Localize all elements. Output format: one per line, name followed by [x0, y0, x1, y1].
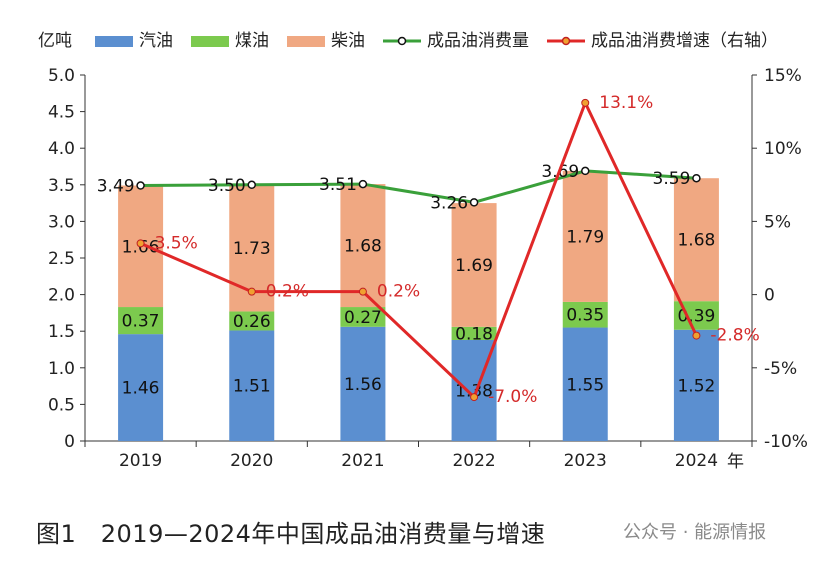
bar-柴油-2023: [562, 170, 608, 302]
watermark-text: 公众号 · 能源情报: [623, 522, 767, 543]
x-tick-label-2019: 2019: [119, 451, 162, 471]
bar-label-汽油-2020: 1.51: [233, 377, 271, 397]
legend-swatch-煤油: [191, 36, 229, 47]
y-tick-label: 5.0: [48, 66, 75, 86]
growth-point-2021: [358, 287, 367, 296]
bar-煤油-2021: [340, 307, 386, 327]
legend-marker-成品油消费增速（右轴）: [561, 36, 571, 46]
bar-label-柴油-2020: 1.73: [233, 239, 271, 259]
bar-label-煤油-2021: 0.27: [344, 308, 382, 328]
consumption-point-2021: [358, 179, 368, 189]
legend-label-煤油: 煤油: [235, 31, 269, 51]
bar-label-汽油-2023: 1.55: [566, 375, 604, 395]
y2-tick-label: 5%: [764, 212, 791, 232]
x-tick-label-2021: 2021: [341, 451, 384, 471]
consumption-label-2022: 3.26: [430, 193, 468, 213]
legend-label-成品油消费量: 成品油消费量: [427, 31, 529, 51]
bar-label-煤油-2022: 0.18: [455, 324, 493, 344]
y-axis-unit-label: 亿吨: [38, 31, 72, 51]
y-tick-label: 4.0: [48, 139, 75, 159]
growth-label-2023: 13.1%: [599, 93, 653, 113]
bar-label-柴油-2021: 1.68: [344, 237, 382, 257]
y2-tick-label: 10%: [764, 139, 802, 159]
figure-caption: 图1 2019—2024年中国成品油消费量与增速: [36, 520, 546, 548]
bar-label-柴油-2023: 1.79: [566, 227, 604, 247]
y-tick-label: 0: [64, 432, 75, 452]
bar-label-煤油-2019: 0.37: [122, 312, 160, 332]
legend-label-柴油: 柴油: [331, 31, 365, 51]
legend-marker-成品油消费量: [397, 36, 407, 46]
y-tick-label: 2.0: [48, 286, 75, 306]
growth-point-2024: [692, 331, 701, 340]
bar-汽油-2023: [562, 327, 608, 441]
bar-煤油-2023: [562, 301, 608, 328]
y-tick-label: 4.5: [48, 103, 75, 123]
bar-煤油-2020: [229, 311, 275, 331]
legend-label-成品油消费增速（右轴）: 成品油消费增速（右轴）: [591, 31, 778, 51]
legend-swatch-柴油: [287, 36, 325, 47]
growth-label-2024: -2.8%: [710, 326, 759, 346]
legend-swatch-汽油: [95, 36, 133, 47]
y-tick-label: 2.5: [48, 249, 75, 269]
bar-煤油-2019: [118, 307, 164, 335]
bar-label-柴油-2024: 1.68: [677, 231, 715, 251]
consumption-label-2019: 3.49: [97, 177, 135, 197]
growth-label-2021: 0.2%: [377, 282, 420, 302]
consumption-point-2022: [469, 198, 479, 207]
x-tick-label-2022: 2022: [452, 451, 495, 471]
bar-柴油-2021: [340, 184, 386, 308]
growth-point-2020: [247, 287, 256, 296]
consumption-label-2021: 3.51: [319, 175, 357, 195]
bar-柴油-2022: [451, 203, 497, 327]
y-tick-label: 1.0: [48, 359, 75, 379]
growth-point-2023: [581, 98, 590, 107]
y2-tick-label: -10%: [764, 432, 808, 452]
bar-label-汽油-2024: 1.52: [677, 376, 715, 396]
consumption-line: [140, 169, 697, 204]
consumption-point-2024: [692, 173, 701, 183]
y2-tick-label: 0: [764, 286, 775, 306]
legend-label-汽油: 汽油: [139, 31, 173, 51]
x-tick-label-2023: 2023: [564, 451, 607, 471]
bar-煤油-2022: [451, 326, 497, 340]
bar-label-煤油-2024: 0.39: [677, 306, 715, 326]
consumption-point-2019: [136, 181, 145, 190]
consumption-label-2020: 3.50: [208, 176, 246, 196]
growth-label-2022: -7.0%: [488, 387, 537, 407]
growth-line: [139, 98, 698, 400]
consumption-point-2020: [247, 180, 256, 190]
bar-汽油-2019: [118, 334, 164, 441]
y2-tick-label: 15%: [764, 66, 802, 86]
y-tick-label: 3.0: [48, 212, 75, 232]
growth-point-2022: [470, 393, 479, 402]
y2-tick-label: -5%: [764, 359, 797, 379]
bar-label-汽油-2021: 1.56: [344, 375, 382, 395]
y-tick-label: 0.5: [48, 395, 75, 415]
x-tick-label-2020: 2020: [230, 451, 273, 471]
stacked-bar-line-chart: 5.0 4.5 4.0 3.5 3.0 2.5 2.0 1.5 1.0 0.5 0 15% 10% 5% 0…: [38, 31, 808, 472]
bar-柴油-2024: [673, 178, 719, 302]
growth-label-2019: 3.5%: [155, 233, 198, 253]
bar-label-煤油-2020: 0.26: [233, 312, 271, 332]
growth-point-2019: [136, 239, 145, 248]
consumption-label-2024: 3.59: [653, 169, 691, 189]
bar-label-煤油-2023: 0.35: [566, 306, 604, 326]
growth-label-2020: 0.2%: [266, 282, 309, 302]
x-tick-label-2024: 2024: [675, 451, 718, 471]
y-tick-label: 3.5: [48, 176, 75, 196]
bar-label-汽油-2019: 1.46: [122, 379, 160, 399]
bar-汽油-2020: [229, 330, 275, 441]
bar-汽油-2024: [673, 329, 719, 441]
consumption-point-2023: [581, 166, 590, 176]
x-axis-unit-label: 年: [727, 452, 744, 472]
bar-label-柴油-2022: 1.69: [455, 256, 493, 276]
y-tick-label: 1.5: [48, 322, 75, 342]
bar-汽油-2021: [340, 326, 386, 441]
